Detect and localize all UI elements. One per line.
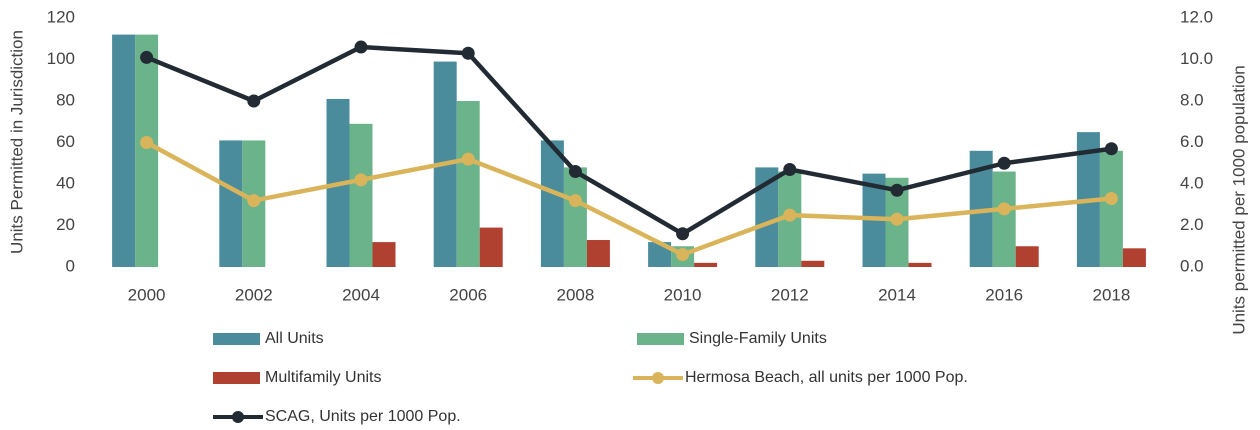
x-tick-label: 2008 bbox=[556, 285, 594, 304]
y-tick-label: 100 bbox=[47, 49, 75, 68]
y2-tick-label: 4.0 bbox=[1180, 173, 1204, 192]
line-marker bbox=[247, 94, 261, 108]
legend-swatch bbox=[213, 333, 260, 345]
legend-label: Multifamily Units bbox=[265, 369, 381, 386]
line-marker bbox=[247, 194, 261, 208]
legend-label: All Units bbox=[265, 330, 324, 347]
y-axis-label: Units Permitted in Jurisdiction bbox=[7, 30, 26, 254]
bar bbox=[1015, 246, 1039, 267]
x-tick-label: 2012 bbox=[771, 285, 809, 304]
line-marker bbox=[997, 156, 1011, 170]
bar bbox=[694, 262, 718, 267]
legend-marker bbox=[232, 411, 244, 423]
legend-swatch bbox=[637, 333, 684, 345]
line-marker bbox=[140, 136, 154, 149]
legend-label: Hermosa Beach, all units per 1000 Pop. bbox=[685, 369, 968, 386]
x-tick-label: 2014 bbox=[878, 285, 916, 304]
line-marker bbox=[997, 202, 1011, 216]
bar bbox=[992, 171, 1016, 267]
bar bbox=[1122, 248, 1146, 267]
bar bbox=[112, 34, 136, 267]
y-tick-label: 120 bbox=[47, 7, 75, 26]
legend-label: SCAG, Units per 1000 Pop. bbox=[265, 408, 461, 425]
bar bbox=[456, 101, 480, 267]
y2-tick-label: 12.0 bbox=[1180, 7, 1213, 26]
x-tick-label: 2016 bbox=[985, 285, 1023, 304]
x-tick-label: 2000 bbox=[128, 285, 166, 304]
y2-tick-label: 10.0 bbox=[1180, 49, 1213, 68]
line-marker bbox=[676, 227, 690, 241]
bar bbox=[135, 34, 159, 267]
line-marker bbox=[783, 208, 797, 222]
bar bbox=[586, 240, 610, 267]
x-tick-label: 2010 bbox=[664, 285, 702, 304]
x-tick-label: 2006 bbox=[449, 285, 487, 304]
bar bbox=[1099, 150, 1123, 267]
line-marker bbox=[568, 194, 582, 208]
bar bbox=[755, 167, 779, 267]
x-tick-label: 2018 bbox=[1092, 285, 1130, 304]
line-marker bbox=[1104, 142, 1118, 156]
line-marker bbox=[461, 152, 475, 166]
bar bbox=[540, 140, 564, 267]
y-tick-label: 60 bbox=[56, 132, 75, 151]
x-tick-label: 2004 bbox=[342, 285, 380, 304]
bar bbox=[372, 242, 396, 267]
bar bbox=[349, 123, 373, 267]
line-marker bbox=[568, 165, 582, 179]
line-marker bbox=[890, 183, 904, 197]
line bbox=[145, 44, 1112, 237]
bar bbox=[908, 262, 932, 267]
y2-tick-label: 2.0 bbox=[1180, 215, 1204, 234]
y2-axis-label: Units permitted per 1000 population bbox=[1229, 65, 1248, 334]
bar bbox=[479, 227, 503, 267]
line-marker bbox=[890, 212, 904, 226]
y2-tick-label: 8.0 bbox=[1180, 90, 1204, 109]
line-marker bbox=[461, 46, 475, 60]
y-tick-label: 0 bbox=[66, 256, 75, 275]
bar bbox=[219, 140, 243, 267]
line-marker bbox=[354, 40, 368, 54]
y-tick-label: 20 bbox=[56, 215, 75, 234]
line-marker bbox=[140, 50, 154, 64]
x-tick-label: 2002 bbox=[235, 285, 273, 304]
y2-tick-label: 6.0 bbox=[1180, 132, 1204, 151]
bar bbox=[563, 167, 587, 267]
line-marker bbox=[354, 173, 368, 187]
bar bbox=[801, 260, 825, 267]
line-marker bbox=[1104, 192, 1118, 206]
line-marker bbox=[676, 248, 690, 262]
legend-label: Single-Family Units bbox=[689, 330, 827, 347]
y-tick-label: 40 bbox=[56, 173, 75, 192]
legend-swatch bbox=[213, 372, 260, 384]
y-tick-label: 80 bbox=[56, 90, 75, 109]
line bbox=[145, 140, 1112, 257]
line-marker bbox=[783, 162, 797, 176]
y2-tick-label: 0.0 bbox=[1180, 256, 1204, 275]
legend-marker bbox=[652, 372, 664, 384]
